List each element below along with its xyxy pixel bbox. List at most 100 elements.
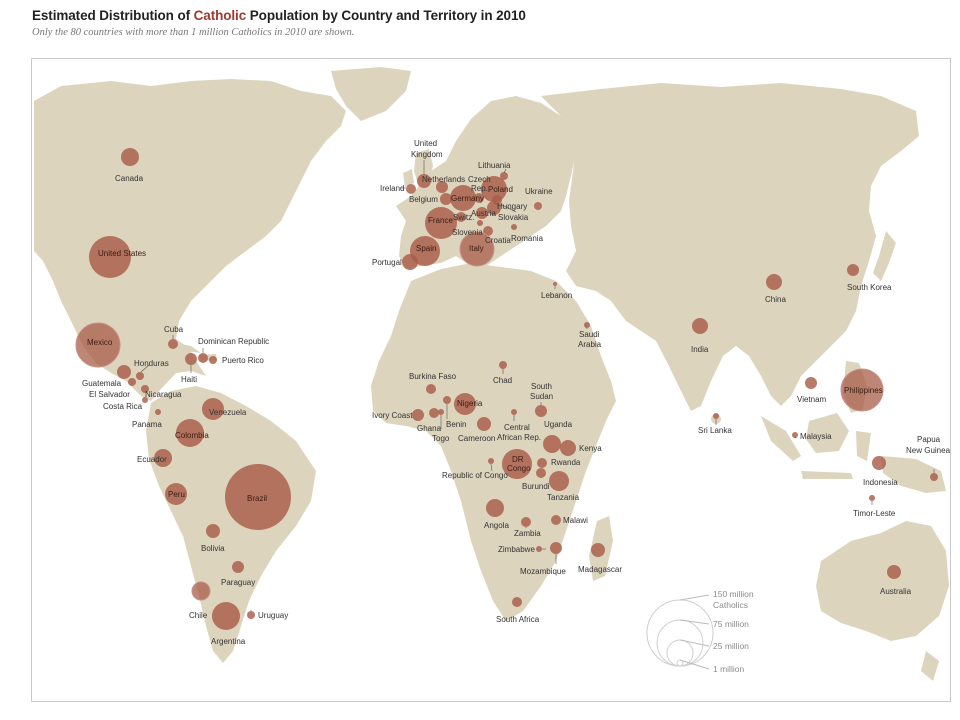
bubble-south-korea[interactable]: [847, 264, 859, 276]
bubble-malawi[interactable]: [551, 515, 561, 525]
bubble-togo[interactable]: [438, 409, 444, 415]
bubble-kenya[interactable]: [560, 440, 576, 456]
label-saudi-line2: Arabia: [578, 340, 602, 349]
bubble-nigeria[interactable]: [454, 393, 476, 415]
bubble-australia[interactable]: [887, 565, 901, 579]
bubble-austria[interactable]: [476, 207, 488, 219]
bubble-puerto-rico[interactable]: [209, 356, 217, 364]
label-ukraine: Ukraine: [525, 187, 553, 196]
bubble-zambia[interactable]: [521, 517, 531, 527]
bubble-united-kingdom[interactable]: [417, 174, 431, 188]
bubble-nicaragua[interactable]: [141, 385, 149, 393]
bubble-netherlands[interactable]: [436, 181, 448, 193]
bubble-ivory-coast[interactable]: [412, 409, 424, 421]
label-dr-congo-line1: DR: [512, 455, 524, 464]
bubble-philippines[interactable]: [840, 368, 884, 412]
bubble-costa-rica[interactable]: [142, 397, 148, 403]
bubble-united-states[interactable]: [89, 236, 131, 278]
bubble-brazil[interactable]: [225, 464, 291, 530]
bubble-rwanda[interactable]: [537, 458, 547, 468]
bubble-republic-of-congo[interactable]: [488, 458, 494, 464]
bubble-ecuador[interactable]: [154, 449, 172, 467]
bubble-timor-leste[interactable]: [869, 495, 875, 501]
label-togo: Togo: [432, 434, 450, 443]
bubble-croatia[interactable]: [483, 226, 493, 236]
bubble-spain[interactable]: [410, 236, 440, 266]
bubble-india[interactable]: [692, 318, 708, 334]
bubble-uganda[interactable]: [543, 435, 561, 453]
bubble-colombia[interactable]: [176, 419, 204, 447]
bubble-canada[interactable]: [121, 148, 139, 166]
bubble-benin[interactable]: [443, 396, 451, 404]
bubble-cuba[interactable]: [168, 339, 178, 349]
bubble-ghana[interactable]: [429, 408, 439, 418]
bubble-lebanon[interactable]: [553, 282, 557, 286]
bubble-tanzania[interactable]: [549, 471, 569, 491]
bubble-venezuela[interactable]: [202, 398, 224, 420]
bubble-indonesia[interactable]: [872, 456, 886, 470]
label-dr-congo-line2: Congo: [507, 464, 531, 473]
bubble-portugal[interactable]: [402, 254, 418, 270]
bubble-italy[interactable]: [459, 231, 495, 267]
bubble-czech-rep[interactable]: [474, 193, 484, 203]
label-hungary: Hungary: [497, 202, 527, 211]
bubble-el-salvador[interactable]: [128, 378, 136, 386]
label-panama: Panama: [132, 420, 162, 429]
bubble-papua-new-guinea[interactable]: [930, 473, 938, 481]
bubble-bolivia[interactable]: [206, 524, 220, 538]
bubble-slovenia[interactable]: [477, 220, 483, 226]
bubble-lithuania[interactable]: [500, 172, 508, 180]
world-map: Canada United States Mexico Cuba Dominic…: [34, 67, 950, 681]
bubble-germany[interactable]: [450, 185, 476, 211]
bubble-angola[interactable]: [486, 499, 504, 517]
bubble-dr-congo[interactable]: [502, 449, 532, 479]
bubble-peru[interactable]: [165, 483, 187, 505]
bubble-vietnam[interactable]: [805, 377, 817, 389]
bubble-uruguay[interactable]: [247, 611, 255, 619]
bubble-south-africa[interactable]: [512, 597, 522, 607]
land-africa: [371, 263, 616, 621]
bubble-switz[interactable]: [456, 212, 466, 222]
bubble-mexico[interactable]: [75, 322, 121, 368]
bubble-sri-lanka[interactable]: [713, 413, 719, 419]
bubble-madagascar[interactable]: [591, 543, 605, 557]
bubble-chad[interactable]: [499, 361, 507, 369]
bubble-haiti[interactable]: [185, 353, 197, 365]
bubble-slovakia[interactable]: [492, 195, 502, 205]
label-png-line1: Papua: [917, 435, 941, 444]
land-sumatra: [761, 416, 801, 461]
bubble-dominican-republic[interactable]: [198, 353, 208, 363]
bubble-malaysia[interactable]: [792, 432, 798, 438]
label-benin: Benin: [446, 420, 466, 429]
bubble-argentina[interactable]: [212, 602, 240, 630]
bubble-cameroon[interactable]: [477, 417, 491, 431]
bubble-panama[interactable]: [155, 409, 161, 415]
label-nicaragua: Nicaragua: [145, 390, 182, 399]
label-mozambique: Mozambique: [520, 567, 566, 576]
label-cuba: Cuba: [164, 325, 184, 334]
bubble-burkina-faso[interactable]: [426, 384, 436, 394]
bubble-poland[interactable]: [481, 176, 507, 202]
bubble-south-sudan[interactable]: [535, 405, 547, 417]
bubble-saudi-arabia[interactable]: [584, 322, 590, 328]
land-sulawesi: [856, 431, 871, 461]
label-sri-lanka: Sri Lanka: [698, 426, 732, 435]
bubble-burundi[interactable]: [536, 468, 546, 478]
bubble-china[interactable]: [766, 274, 782, 290]
label-czech-line1: Czech: [468, 175, 491, 184]
bubble-belgium[interactable]: [440, 193, 452, 205]
bubble-france[interactable]: [425, 207, 457, 239]
bubble-chile[interactable]: [191, 581, 211, 601]
bubble-ukraine[interactable]: [534, 202, 542, 210]
bubble-mozambique[interactable]: [550, 542, 562, 554]
bubble-paraguay[interactable]: [232, 561, 244, 573]
bubble-guatemala[interactable]: [117, 365, 131, 379]
country-bubbles: [75, 148, 938, 630]
bubble-ireland[interactable]: [406, 184, 416, 194]
bubble-zimbabwe[interactable]: [536, 546, 542, 552]
bubble-romania[interactable]: [511, 224, 517, 230]
bubble-central-african-rep[interactable]: [511, 409, 517, 415]
label-el-salvador: El Salvador: [89, 390, 130, 399]
bubble-honduras[interactable]: [136, 372, 144, 380]
label-lebanon: Lebanon: [541, 291, 572, 300]
